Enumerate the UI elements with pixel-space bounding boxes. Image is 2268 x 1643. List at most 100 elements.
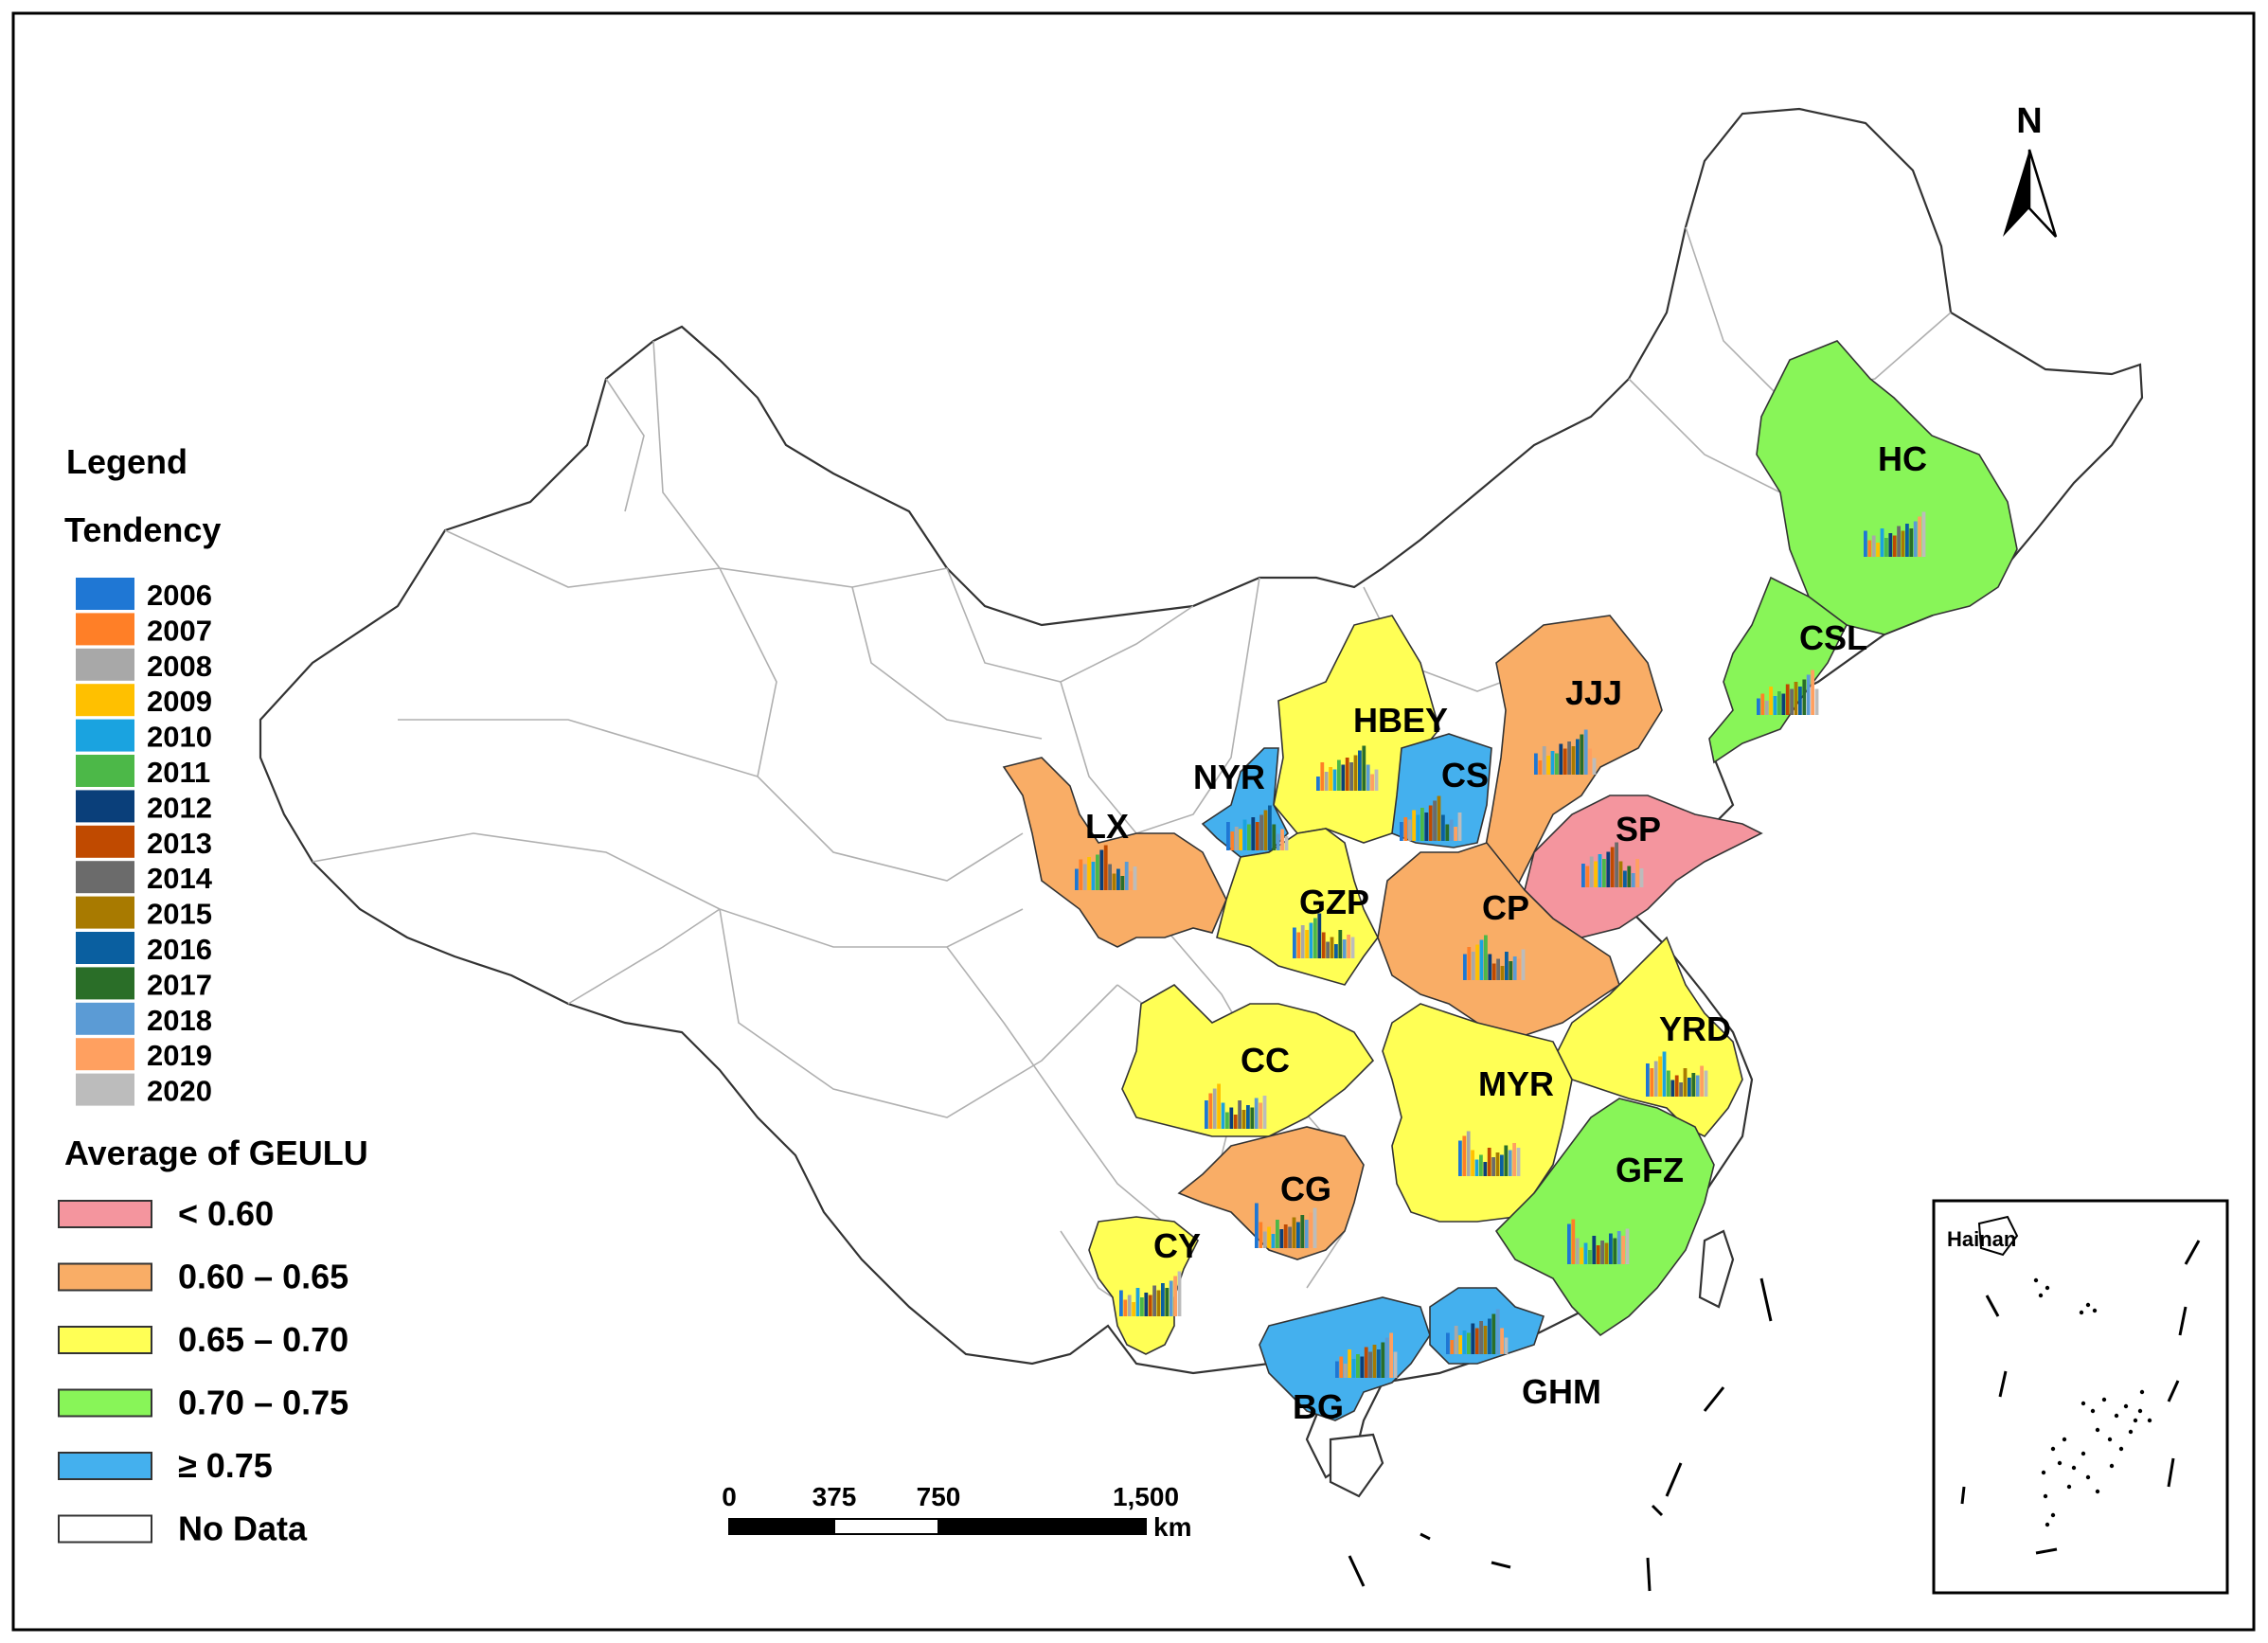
mini-bar	[1350, 937, 1355, 958]
mini-bar	[1116, 868, 1120, 890]
mini-bar	[1484, 935, 1488, 980]
region-cp[interactable]	[1377, 842, 1620, 1043]
mini-bar	[1653, 1061, 1658, 1097]
mini-bar	[1342, 939, 1347, 958]
mini-bar	[1491, 1157, 1495, 1176]
mini-bar	[1251, 817, 1256, 850]
region-csl[interactable]	[1708, 576, 1848, 764]
mini-bar	[1262, 1231, 1267, 1248]
mini-bar	[1300, 1215, 1305, 1248]
mini-bar	[1913, 521, 1918, 557]
mini-bar	[1283, 1224, 1288, 1248]
region-hc[interactable]	[1756, 340, 2018, 635]
region-gfz[interactable]	[1494, 1098, 1715, 1337]
mini-bar	[1463, 954, 1467, 980]
mini-bar	[1366, 764, 1370, 791]
inset-island-dot	[2114, 1413, 2119, 1419]
mini-bar	[1683, 1068, 1688, 1097]
mini-bar	[1585, 866, 1590, 887]
north-arrow: N	[2003, 101, 2058, 238]
figure-frame	[11, 11, 2256, 1632]
mini-bar	[1483, 1326, 1488, 1354]
mini-bar	[1512, 1143, 1516, 1176]
mini-bar	[1474, 1159, 1479, 1176]
mini-bar	[1341, 764, 1346, 791]
region-cy[interactable]	[1088, 1216, 1200, 1355]
region-label-cy: CY	[1153, 1226, 1201, 1265]
mini-bar	[1688, 1078, 1691, 1097]
inset-island-dot	[2123, 1403, 2129, 1409]
class-swatch-5	[58, 1514, 152, 1544]
mini-bar	[1349, 762, 1353, 791]
mini-bar	[1757, 698, 1760, 715]
year-label-2017: 2017	[147, 968, 212, 1001]
mini-bar	[1428, 805, 1433, 841]
mini-bar	[1892, 535, 1897, 557]
year-label-2011: 2011	[147, 756, 210, 789]
year-swatch-2017	[76, 967, 134, 1000]
mini-bar	[1177, 1271, 1182, 1316]
region-lx[interactable]	[1002, 757, 1227, 948]
mini-bar	[1534, 753, 1538, 775]
mini-bar	[1205, 1100, 1208, 1129]
mini-bar	[1173, 1276, 1177, 1316]
mini-bar	[1594, 861, 1598, 887]
mini-bar	[1512, 956, 1517, 980]
region-cc[interactable]	[1121, 984, 1375, 1137]
mini-bar	[1670, 1080, 1675, 1097]
mini-bar	[1381, 1342, 1385, 1378]
mini-bar	[1132, 1302, 1135, 1316]
mini-bar	[1563, 748, 1567, 775]
mini-bar	[1108, 864, 1112, 890]
mini-bar	[1606, 851, 1611, 887]
mini-bar	[1602, 859, 1606, 887]
region-cg[interactable]	[1177, 1126, 1365, 1260]
mini-bar	[1658, 1056, 1662, 1097]
mini-bar	[1313, 1207, 1317, 1248]
mini-bar	[1124, 862, 1129, 890]
mini-bar	[1329, 767, 1332, 791]
mini-bar	[1457, 813, 1462, 841]
mini-bar	[1471, 1323, 1475, 1354]
mini-bar	[1467, 947, 1472, 980]
year-swatch-2015	[76, 896, 134, 929]
inset-island-dot	[2045, 1285, 2050, 1291]
year-swatch-2011	[76, 755, 134, 787]
mini-bar	[1148, 1295, 1152, 1316]
mini-bar	[1368, 1351, 1372, 1378]
region-label-nyr: NYR	[1193, 758, 1265, 796]
inset-frame	[1932, 1199, 2229, 1595]
mini-bar	[1764, 701, 1769, 715]
mini-bar	[1592, 1236, 1597, 1264]
mini-bar	[1575, 1238, 1580, 1264]
mini-bar	[1334, 944, 1338, 958]
year-label-2007: 2007	[147, 614, 212, 647]
year-swatch-2013	[76, 825, 134, 858]
mini-chart-hc	[1864, 511, 1926, 557]
mini-bar	[1454, 1326, 1458, 1354]
mini-bar	[1345, 758, 1349, 791]
mini-bar	[1082, 864, 1087, 890]
mini-bar	[1144, 1293, 1149, 1316]
year-label-2020: 2020	[147, 1075, 212, 1108]
mini-bar	[1471, 952, 1475, 980]
class-swatch-3	[58, 1388, 152, 1418]
mini-bar	[1760, 693, 1765, 715]
inset-island-dot	[2057, 1460, 2063, 1466]
region-label-hbey: HBEY	[1353, 701, 1448, 740]
mini-bar	[1781, 693, 1786, 715]
mini-bar	[1343, 1364, 1348, 1378]
mini-bar	[1785, 684, 1790, 715]
mini-bar	[1876, 543, 1880, 557]
mini-chart-ghm	[1446, 1309, 1509, 1354]
region-bg[interactable]	[1259, 1296, 1431, 1421]
mini-bar	[1517, 958, 1521, 980]
mini-bar	[1416, 814, 1420, 841]
year-swatch-2010	[76, 719, 134, 752]
mini-bar	[1616, 1231, 1621, 1264]
mini-bar	[1156, 1290, 1161, 1316]
mini-bar	[1491, 963, 1496, 980]
inset-island-dot	[2147, 1418, 2152, 1423]
tendency-mini-charts	[1075, 511, 1926, 1378]
mini-bar	[1403, 817, 1408, 841]
